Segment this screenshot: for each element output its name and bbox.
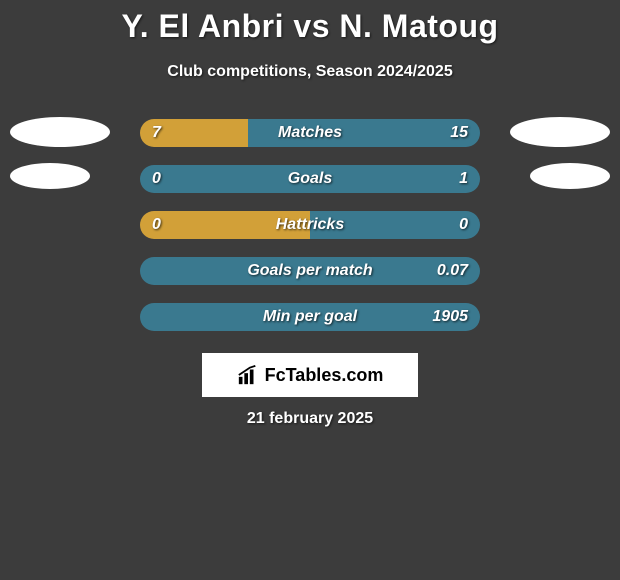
- player-avatar-right: [530, 163, 610, 189]
- comparison-row: 00Hattricks: [0, 205, 620, 251]
- source-logo-text: FcTables.com: [265, 365, 384, 386]
- player-avatar-right: [510, 117, 610, 147]
- page-subtitle: Club competitions, Season 2024/2025: [0, 63, 620, 81]
- page-title: Y. El Anbri vs N. Matoug: [0, 0, 620, 45]
- stat-label: Min per goal: [140, 303, 480, 331]
- stat-bar: 01Goals: [140, 165, 480, 193]
- stat-label: Hattricks: [140, 211, 480, 239]
- stat-label: Goals per match: [140, 257, 480, 285]
- comparison-row: 0.07Goals per match: [0, 251, 620, 297]
- stat-label: Matches: [140, 119, 480, 147]
- date-label: 21 february 2025: [0, 410, 620, 428]
- stat-bar: 0.07Goals per match: [140, 257, 480, 285]
- source-logo: FcTables.com: [202, 353, 418, 397]
- player-avatar-left: [10, 117, 110, 147]
- comparison-rows: 715Matches 01Goals 00Hattricks 0.07Goals pe…: [0, 113, 620, 343]
- stat-bar: 00Hattricks: [140, 211, 480, 239]
- stat-label: Goals: [140, 165, 480, 193]
- comparison-row: 01Goals: [0, 159, 620, 205]
- infographic-root: Y. El Anbri vs N. Matoug Club competitio…: [0, 0, 620, 580]
- chart-icon: [237, 364, 259, 386]
- comparison-row: 715Matches: [0, 113, 620, 159]
- stat-bar: 715Matches: [140, 119, 480, 147]
- player-avatar-left: [10, 163, 90, 189]
- stat-bar: 1905Min per goal: [140, 303, 480, 331]
- comparison-row: 1905Min per goal: [0, 297, 620, 343]
